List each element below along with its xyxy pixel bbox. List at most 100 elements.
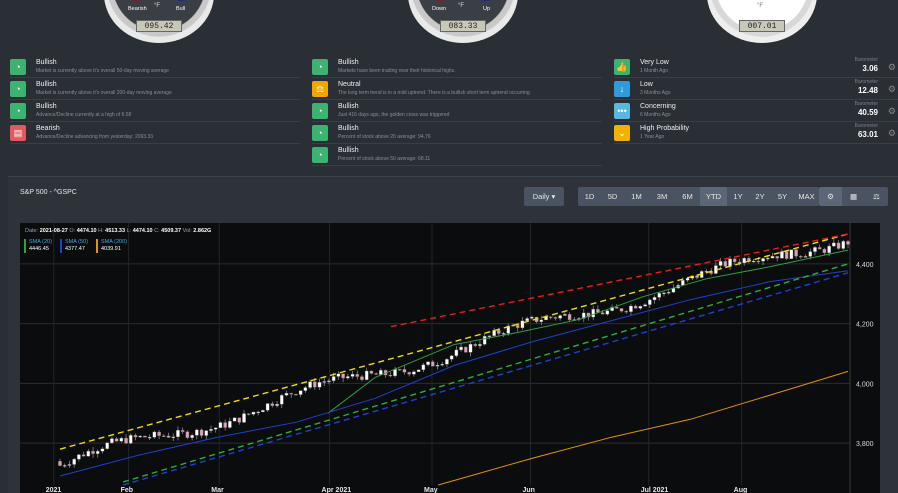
indicator-row[interactable]: ▤ Bearish Advance/Decline advancing from y… xyxy=(10,122,300,144)
candle-body xyxy=(558,315,562,319)
trendline xyxy=(59,233,849,450)
candle-body xyxy=(275,404,279,406)
gear-icon[interactable]: ⚙ xyxy=(887,128,896,138)
indicator-row[interactable]: 👍 Very Low 1 Month Ago Barometer 3.06 ⚙ xyxy=(614,56,898,78)
candle-body xyxy=(808,251,813,257)
candle-body xyxy=(582,312,586,319)
indicator-row[interactable]: ◔ Bullish Market is currently above it's o… xyxy=(10,56,300,78)
candle-body xyxy=(308,381,312,388)
candle-body xyxy=(666,292,671,294)
candle-body xyxy=(449,355,454,360)
indicator-row[interactable]: ◔ Bullish Market is currently above it's o… xyxy=(10,78,300,100)
candle-body xyxy=(619,308,624,312)
indicator-row[interactable]: ◔ Bullish Markets have been trading near t… xyxy=(312,56,602,78)
indicator-column-3: 👍 Very Low 1 Month Ago Barometer 3.06 ⚙ ↓ Low 3 … xyxy=(614,56,898,144)
candle-body xyxy=(478,344,482,346)
calculator-icon[interactable]: ▦ xyxy=(842,187,865,206)
indicator-description: The long term trend is in a mild uptrend… xyxy=(338,90,532,96)
range-button-1d[interactable]: 1D xyxy=(578,187,601,206)
indicator-row[interactable]: ◔ Bullish Percent of stock above 20 averag… xyxy=(312,122,602,144)
candle-body xyxy=(100,448,105,452)
candle-body xyxy=(374,373,378,375)
indicator-row[interactable]: ••• Concerning 6 Months Ago Barometer 40.59 ⚙ xyxy=(614,100,898,122)
candle-body xyxy=(199,429,204,436)
series-line xyxy=(438,370,849,486)
candle-body xyxy=(176,430,180,437)
candle-body xyxy=(124,437,128,444)
candle-body xyxy=(473,344,477,346)
candle-body xyxy=(780,251,784,259)
trend-gauge: Down Up °F 083.33 xyxy=(408,0,518,43)
candle-body xyxy=(67,464,72,466)
barometer: Barometer 40.59 xyxy=(854,101,878,117)
candle-body xyxy=(402,369,407,373)
candle-body xyxy=(393,369,397,377)
candle-body xyxy=(633,305,638,309)
candle-body xyxy=(180,430,185,432)
compare-icon[interactable]: ⚖ xyxy=(865,187,888,206)
chevron-down-icon: ⌄ xyxy=(614,125,630,141)
candle-body xyxy=(718,261,723,266)
candle-body xyxy=(407,372,411,375)
range-button-2y[interactable]: 2Y xyxy=(749,187,771,206)
trendline xyxy=(122,272,849,486)
range-button-1m[interactable]: 1M xyxy=(624,187,649,206)
candle-body xyxy=(143,435,147,438)
gear-icon[interactable]: ⚙ xyxy=(887,62,896,72)
barometer: Barometer 3.06 xyxy=(854,57,878,73)
candle-body xyxy=(530,316,534,319)
range-button-ytd[interactable]: YTD xyxy=(700,187,727,206)
x-tick-label: Jul 2021 xyxy=(641,487,669,493)
candle-body xyxy=(303,387,308,391)
indicator-description: 6 Months Ago xyxy=(640,112,671,118)
candle-body xyxy=(157,431,161,436)
indicator-title: Bullish xyxy=(36,59,57,66)
candle-body xyxy=(322,381,326,383)
indicator-row[interactable]: ↓ Low 3 Months Ago Barometer 12.48 ⚙ xyxy=(614,78,898,100)
range-button-1y[interactable]: 1Y xyxy=(727,187,749,206)
price-chart[interactable]: 3,800 4,000 4,200 4,400 2021 Feb Mar Apr 2021 Ma… xyxy=(20,223,880,493)
candle-body xyxy=(242,413,246,423)
gear-icon[interactable]: ⚙ xyxy=(887,106,896,116)
x-tick-label: Jun xyxy=(523,487,535,493)
candle-body xyxy=(648,299,652,305)
indicator-title: Bullish xyxy=(338,103,359,110)
indicator-description: 3 Months Ago xyxy=(640,90,671,96)
candle-body xyxy=(440,364,444,366)
gear-icon[interactable]: ⚙ xyxy=(887,84,896,94)
candle-body xyxy=(836,242,841,249)
range-button-6m[interactable]: 6M xyxy=(675,187,700,206)
range-button-3m[interactable]: 3M xyxy=(649,187,675,206)
sentiment-gauge: Bearish Bull °F 095.42 xyxy=(104,0,214,43)
gauge-icon: ◔ xyxy=(10,81,26,97)
series-line xyxy=(59,270,849,477)
indicator-row[interactable]: ◔ Bullish Advance/Decline currently at a h… xyxy=(10,100,300,122)
gauge-icon: ◔ xyxy=(312,147,328,163)
candle-body xyxy=(435,365,440,367)
chart-panel: S&P 500 - ^GSPC Daily ▾ 1D 5D 1M 3M 6M YTD 1Y 2… xyxy=(8,176,898,493)
candle-body xyxy=(237,417,242,423)
indicator-row[interactable]: ◔ Bullish Just 416 days ago, the golden cr… xyxy=(312,100,602,122)
range-button-max[interactable]: MAX xyxy=(794,187,819,206)
indicator-row[interactable]: ◔ Bullish Percent of stock above 50 averag… xyxy=(312,144,602,166)
legend-sma-200: SMA (200) 4039.91 xyxy=(96,239,127,253)
candle-body xyxy=(313,381,317,388)
range-button-5y[interactable]: 5Y xyxy=(771,187,794,206)
candle-body xyxy=(218,422,223,429)
candle-body xyxy=(695,275,699,278)
candle-body xyxy=(412,371,416,375)
candle-body xyxy=(114,438,119,442)
interval-dropdown[interactable]: Daily ▾ xyxy=(524,187,564,206)
candle-body xyxy=(624,311,628,313)
gauge-icon: ◔ xyxy=(10,103,26,119)
range-button-5d[interactable]: 5D xyxy=(601,187,624,206)
gauge-unit: °F xyxy=(458,3,465,9)
x-tick-label: Apr 2021 xyxy=(322,487,352,493)
candle-body xyxy=(246,413,251,415)
settings-icon[interactable]: ⚙ xyxy=(819,187,842,206)
chat-icon: ▤ xyxy=(10,125,26,141)
candle-body xyxy=(605,310,610,315)
indicator-row[interactable]: ⚖ Neutral The long term trend is in a mild… xyxy=(312,78,602,100)
indicator-row[interactable]: ⌄ High Probability 1 Year Ago Barometer 63.0… xyxy=(614,122,898,144)
candle-body xyxy=(832,242,836,247)
